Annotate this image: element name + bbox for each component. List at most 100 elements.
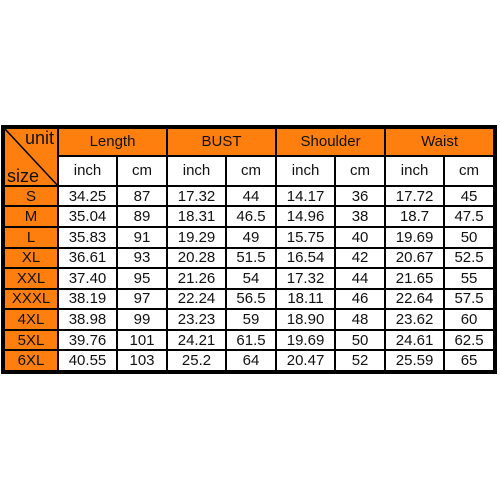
table-cell: 23.62 — [386, 310, 444, 329]
size-label: XXL — [5, 269, 57, 288]
table-cell: 91 — [118, 227, 167, 247]
table-cell: 17.32 — [277, 269, 335, 288]
table-cell: 39.76 — [59, 330, 116, 350]
size-table: unit size Length BUST Shoulder Waist inc… — [3, 127, 495, 372]
table-cell: 40.55 — [59, 351, 116, 370]
group-header-length: Length — [59, 129, 167, 155]
table-cell: 64 — [227, 351, 276, 370]
table-cell: 101 — [118, 330, 167, 350]
size-label: XXXL — [5, 289, 57, 309]
unit-header: inch — [168, 156, 226, 185]
table-cell: 25.2 — [168, 351, 226, 370]
table-row: M 35.04 89 18.31 46.5 14.96 38 18.7 47.5 — [5, 207, 494, 226]
table-cell: 97 — [118, 289, 167, 309]
table-cell: 36 — [336, 186, 385, 206]
table-row: XXL 37.40 95 21.26 54 17.32 44 21.65 55 — [5, 269, 494, 288]
table-cell: 45 — [445, 186, 494, 206]
table-cell: 89 — [118, 207, 167, 226]
group-header-waist: Waist — [386, 129, 494, 155]
group-header-row: unit size Length BUST Shoulder Waist — [5, 129, 494, 185]
table-cell: 46 — [336, 289, 385, 309]
table-cell: 18.11 — [277, 289, 335, 309]
table-cell: 19.29 — [168, 227, 226, 247]
table-cell: 44 — [227, 186, 276, 206]
table-cell: 17.72 — [386, 186, 444, 206]
table-cell: 44 — [336, 269, 385, 288]
table-cell: 54 — [227, 269, 276, 288]
table-cell: 95 — [118, 269, 167, 288]
table-cell: 22.64 — [386, 289, 444, 309]
table-cell: 52 — [336, 351, 385, 370]
corner-size-label: size — [7, 165, 40, 185]
table-row: L 35.83 91 19.29 49 15.75 40 19.69 50 — [5, 227, 494, 247]
table-cell: 18.7 — [386, 207, 444, 226]
table-cell: 20.28 — [168, 248, 226, 268]
size-label: 6XL — [5, 351, 57, 370]
table-cell: 93 — [118, 248, 167, 268]
table-cell: 42 — [336, 248, 385, 268]
group-header-bust: BUST — [168, 129, 276, 155]
table-cell: 25.59 — [386, 351, 444, 370]
unit-header: cm — [118, 156, 167, 185]
table-cell: 50 — [336, 330, 385, 350]
table-cell: 34.25 — [59, 186, 116, 206]
size-label: M — [5, 207, 57, 226]
table-cell: 14.96 — [277, 207, 335, 226]
table-cell: 49 — [227, 227, 276, 247]
table-cell: 17.32 — [168, 186, 226, 206]
table-cell: 87 — [118, 186, 167, 206]
diagonal-divider — [5, 129, 57, 185]
table-cell: 19.69 — [277, 330, 335, 350]
table-cell: 36.61 — [59, 248, 116, 268]
unit-header: inch — [386, 156, 444, 185]
table-cell: 23.23 — [168, 310, 226, 329]
size-label: 5XL — [5, 330, 57, 350]
table-cell: 60 — [445, 310, 494, 329]
table-cell: 50 — [445, 227, 494, 247]
unit-header: cm — [336, 156, 385, 185]
table-cell: 61.5 — [227, 330, 276, 350]
unit-header: inch — [277, 156, 335, 185]
table-row: 5XL 39.76 101 24.21 61.5 19.69 50 24.61 62.5 — [5, 330, 494, 350]
table-cell: 20.47 — [277, 351, 335, 370]
table-cell: 18.31 — [168, 207, 226, 226]
size-chart: unit size Length BUST Shoulder Waist inc… — [1, 125, 497, 374]
size-label: XL — [5, 248, 57, 268]
table-cell: 52.5 — [445, 248, 494, 268]
table-cell: 21.65 — [386, 269, 444, 288]
table-cell: 56.5 — [227, 289, 276, 309]
size-table-body: S 34.25 87 17.32 44 14.17 36 17.72 45 M 35.04 89 18.… — [5, 186, 494, 370]
table-cell: 38.19 — [59, 289, 116, 309]
unit-header: cm — [445, 156, 494, 185]
unit-header: cm — [227, 156, 276, 185]
table-cell: 38.98 — [59, 310, 116, 329]
table-cell: 24.21 — [168, 330, 226, 350]
size-label: L — [5, 227, 57, 247]
table-cell: 35.04 — [59, 207, 116, 226]
table-cell: 19.69 — [386, 227, 444, 247]
table-row: XXXL 38.19 97 22.24 56.5 18.11 46 22.64 57.5 — [5, 289, 494, 309]
table-row: XL 36.61 93 20.28 51.5 16.54 42 20.67 52.5 — [5, 248, 494, 268]
table-cell: 14.17 — [277, 186, 335, 206]
table-row: S 34.25 87 17.32 44 14.17 36 17.72 45 — [5, 186, 494, 206]
table-row: 4XL 38.98 99 23.23 59 18.90 48 23.62 60 — [5, 310, 494, 329]
table-cell: 103 — [118, 351, 167, 370]
table-cell: 62.5 — [445, 330, 494, 350]
table-cell: 47.5 — [445, 207, 494, 226]
table-cell: 16.54 — [277, 248, 335, 268]
table-cell: 21.26 — [168, 269, 226, 288]
corner-cell: unit size — [5, 129, 57, 185]
table-cell: 59 — [227, 310, 276, 329]
table-cell: 20.67 — [386, 248, 444, 268]
table-cell: 46.5 — [227, 207, 276, 226]
size-label: S — [5, 186, 57, 206]
table-cell: 57.5 — [445, 289, 494, 309]
table-cell: 48 — [336, 310, 385, 329]
group-header-shoulder: Shoulder — [277, 129, 385, 155]
corner-unit-label: unit — [24, 129, 54, 148]
table-cell: 22.24 — [168, 289, 226, 309]
table-row: 6XL 40.55 103 25.2 64 20.47 52 25.59 65 — [5, 351, 494, 370]
table-cell: 99 — [118, 310, 167, 329]
table-cell: 18.90 — [277, 310, 335, 329]
table-cell: 15.75 — [277, 227, 335, 247]
